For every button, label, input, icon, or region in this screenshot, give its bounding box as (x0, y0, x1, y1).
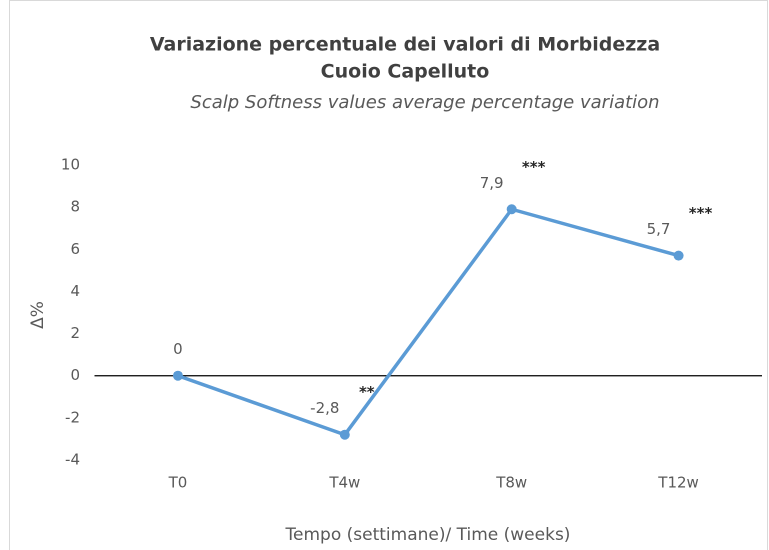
data-label: -2,8 (310, 399, 339, 417)
annotation: ** (359, 383, 375, 401)
x-tick-label: T4w (328, 474, 360, 492)
chart-subtitle: Scalp Softness values average percentage… (190, 92, 659, 113)
y-tick-label: 10 (61, 156, 80, 174)
chart-border (9, 0, 768, 550)
x-tick-label: T8w (495, 474, 527, 492)
y-tick-label: 6 (70, 240, 80, 258)
series-line (177, 207, 680, 437)
data-label: 5,7 (647, 220, 671, 238)
annotation: *** (522, 158, 546, 176)
y-tick-label: 8 (70, 198, 80, 216)
y-axis-label: Δ% (28, 301, 48, 329)
data-point (673, 250, 684, 261)
data-point (339, 429, 350, 440)
y-tick-label: -2 (65, 408, 80, 426)
y-tick-label: -4 (65, 451, 80, 469)
x-axis-label: Tempo (settimane)/ Time (weeks) (285, 525, 571, 545)
annotation: *** (689, 204, 713, 222)
data-point (172, 370, 183, 381)
chart-title: Variazione percentuale dei valori di Mor… (150, 34, 660, 56)
data-point (506, 204, 517, 215)
y-tick-label: 2 (70, 324, 80, 342)
data-label: 0 (173, 340, 183, 358)
chart-title: Cuoio Capelluto (321, 61, 490, 83)
x-tick-label: T0 (168, 474, 188, 492)
y-tick-label: 0 (70, 366, 80, 384)
y-tick-label: 4 (70, 282, 80, 300)
data-label: 7,9 (480, 174, 504, 192)
x-tick-label: T12w (657, 474, 699, 492)
